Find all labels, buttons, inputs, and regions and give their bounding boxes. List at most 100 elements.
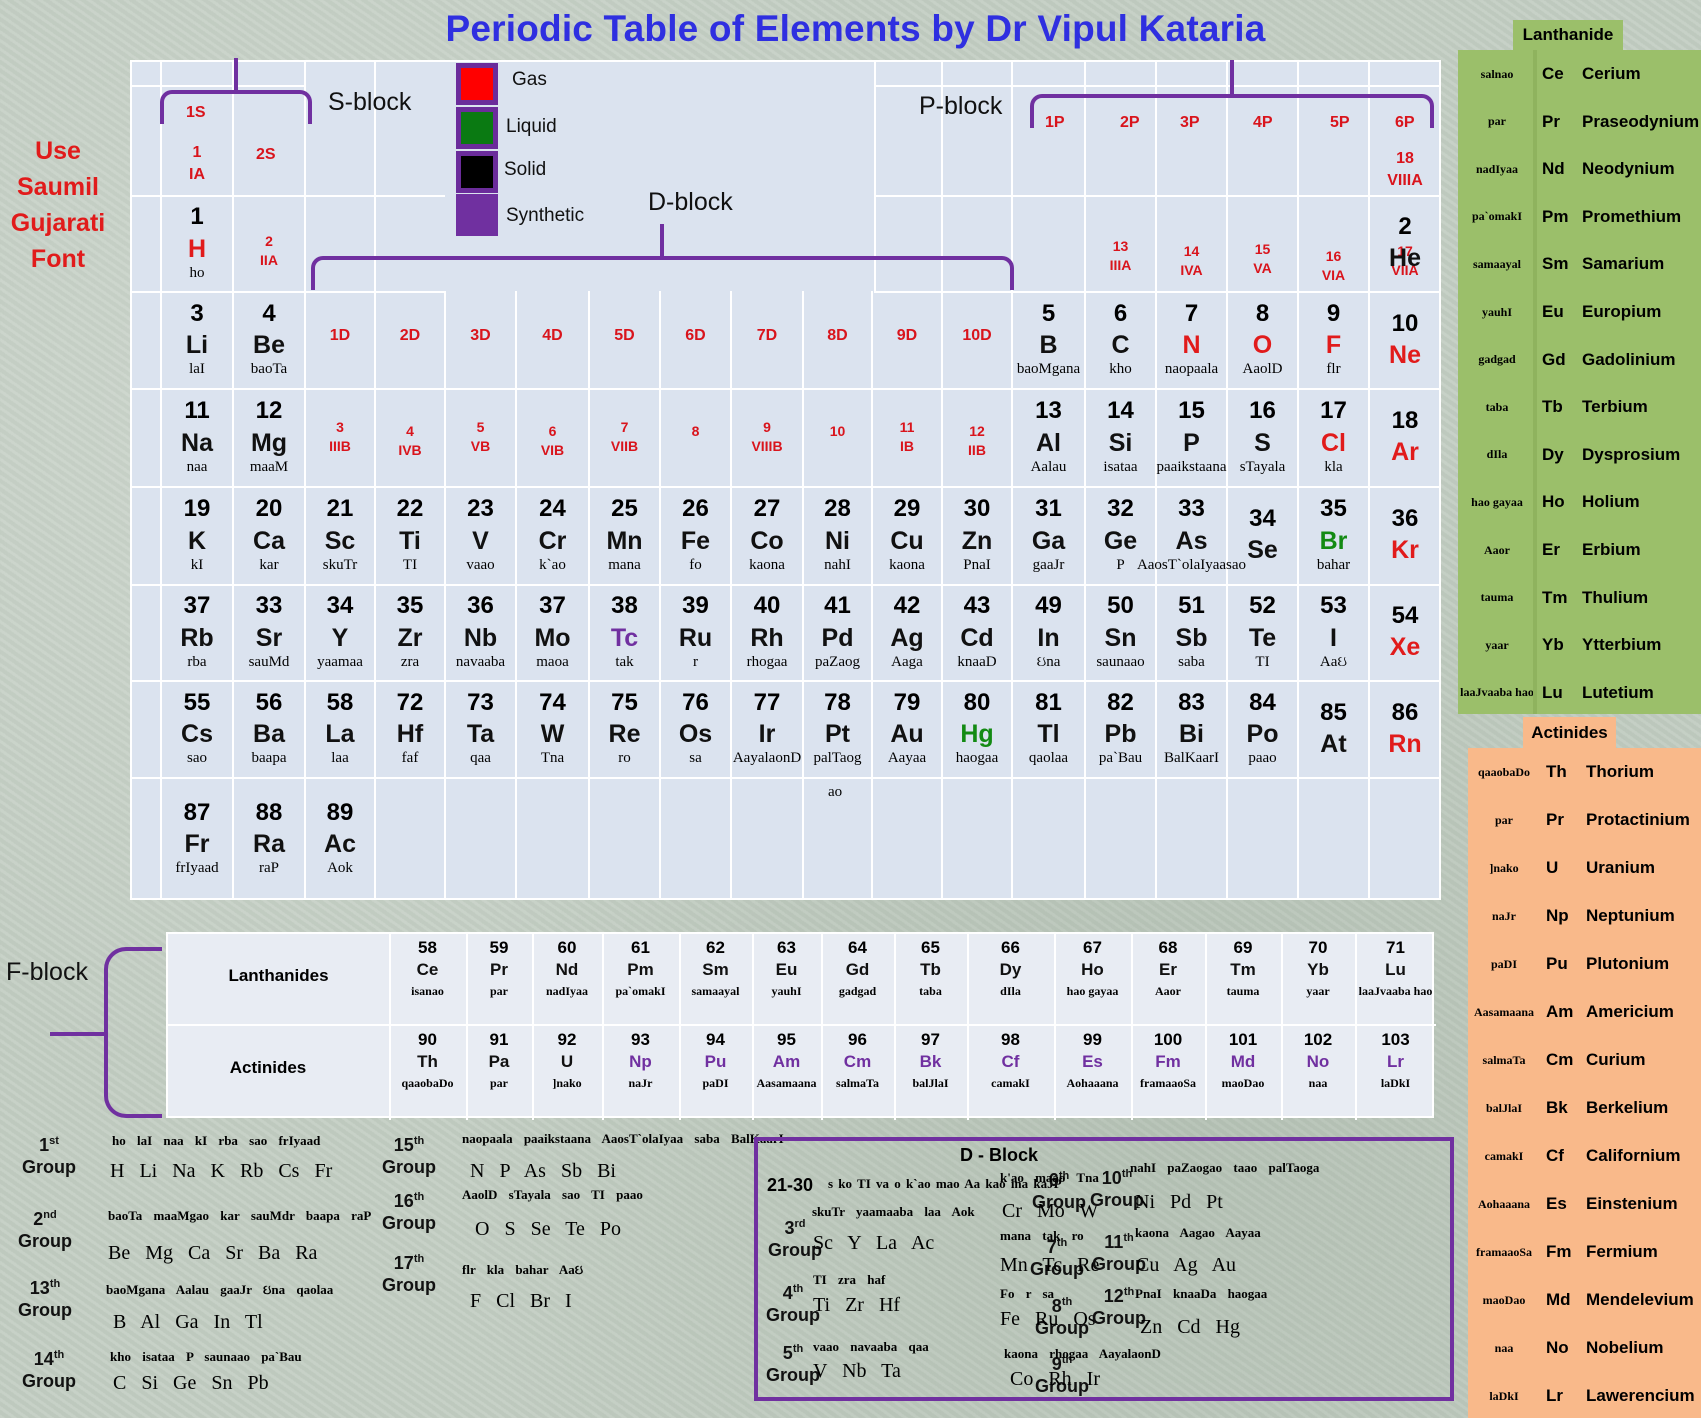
element-cell[interactable]: 87 Fr frIyaad	[161, 777, 233, 900]
element-cell[interactable]: 22 Ti TI	[375, 486, 445, 584]
element-cell[interactable]: 77 Ir AayalaonD	[731, 680, 803, 777]
f-element-cell[interactable]: 64 Gd gadgad	[821, 938, 894, 1024]
element-cell[interactable]: 39 Ru r	[660, 584, 731, 680]
element-cell[interactable]: 89 Ac Aok	[305, 777, 375, 900]
f-element-cell[interactable]: 94 Pu paDI	[679, 1030, 752, 1116]
f-element-cell[interactable]: 69 Tm tauma	[1205, 938, 1281, 1024]
element-cell[interactable]: 79 Au Aayaa	[872, 680, 942, 777]
f-element-cell[interactable]: 90 Th qaaobaDo	[389, 1030, 466, 1116]
f-element-cell[interactable]: 95 Am Aasamaana	[752, 1030, 821, 1116]
f-element-cell[interactable]: 99 Es Aohaaana	[1054, 1030, 1131, 1116]
element-cell[interactable]: 36 Nb navaaba	[445, 584, 516, 680]
element-cell[interactable]: 78 Pt palTaog	[803, 680, 872, 777]
f-element-cell[interactable]: 68 Er Aaor	[1131, 938, 1205, 1024]
element-cell[interactable]: 12 Mg maaM	[233, 388, 305, 486]
element-cell[interactable]: 49 In ઇna	[1012, 584, 1085, 680]
element-cell[interactable]: 32 Ge P	[1085, 486, 1156, 584]
element-cell[interactable]: 40 Rh rhogaa	[731, 584, 803, 680]
element-cell[interactable]: 3 Li laI	[161, 291, 233, 388]
element-cell[interactable]: 88 Ra raP	[233, 777, 305, 900]
element-cell[interactable]: 56 Ba baapa	[233, 680, 305, 777]
element-cell[interactable]: 31 Ga gaaJr	[1012, 486, 1085, 584]
element-cell[interactable]: 35 Zr zra	[375, 584, 445, 680]
element-cell[interactable]: 17 Cl kla	[1298, 388, 1369, 486]
f-element-cell[interactable]: 103 Lr laDkI	[1355, 1030, 1436, 1116]
element-cell[interactable]: 26 Fe fo	[660, 486, 731, 584]
element-cell[interactable]: 10 Ne	[1369, 291, 1441, 388]
element-cell[interactable]: 41 Pd paZaog	[803, 584, 872, 680]
element-cell[interactable]: 21 Sc skuTr	[305, 486, 375, 584]
element-cell[interactable]: 55 Cs sao	[161, 680, 233, 777]
element-cell[interactable]: 75 Re ro	[589, 680, 660, 777]
element-cell[interactable]: 82 Pb pa`Bau	[1085, 680, 1156, 777]
element-cell[interactable]: 33 Sr sauMd	[233, 584, 305, 680]
f-element-cell[interactable]: 91 Pa par	[466, 1030, 532, 1116]
element-cell[interactable]: 36 Kr	[1369, 486, 1441, 584]
f-element-cell[interactable]: 67 Ho hao gayaa	[1054, 938, 1131, 1024]
element-cell[interactable]: 37 Rb rba	[161, 584, 233, 680]
element-cell[interactable]: 54 Xe	[1369, 584, 1441, 680]
element-cell[interactable]: 72 Hf faf	[375, 680, 445, 777]
f-element-cell[interactable]: 101 Md maoDao	[1205, 1030, 1281, 1116]
f-element-cell[interactable]: 93 Np naJr	[602, 1030, 679, 1116]
element-cell[interactable]: 24 Cr k`ao	[516, 486, 589, 584]
element-cell[interactable]: 53 I Aaઇ	[1298, 584, 1369, 680]
element-cell[interactable]: 76 Os sa	[660, 680, 731, 777]
element-cell[interactable]: 14 Si isataa	[1085, 388, 1156, 486]
element-cell[interactable]: 42 Ag Aaga	[872, 584, 942, 680]
element-cell[interactable]: 13 Al Aalau	[1012, 388, 1085, 486]
element-cell[interactable]: 43 Cd knaaD	[942, 584, 1012, 680]
f-element-cell[interactable]: 71 Lu laaJvaaba hao	[1355, 938, 1436, 1024]
element-cell[interactable]: 34 Se	[1227, 486, 1298, 584]
element-cell[interactable]: 27 Co kaona	[731, 486, 803, 584]
element-cell[interactable]: 20 Ca kar	[233, 486, 305, 584]
f-element-cell[interactable]: 96 Cm salmaTa	[821, 1030, 894, 1116]
f-element-cell[interactable]: 60 Nd nadIyaa	[532, 938, 602, 1024]
f-element-cell[interactable]: 65 Tb taba	[894, 938, 967, 1024]
f-element-cell[interactable]: 97 Bk balJlaI	[894, 1030, 967, 1116]
element-cell[interactable]: 81 Tl qaolaa	[1012, 680, 1085, 777]
element-cell[interactable]: 28 Ni nahI	[803, 486, 872, 584]
f-element-cell[interactable]: 100 Fm framaaoSa	[1131, 1030, 1205, 1116]
element-cell[interactable]: 73 Ta qaa	[445, 680, 516, 777]
element-cell[interactable]: 11 Na naa	[161, 388, 233, 486]
f-element-cell[interactable]: 63 Eu yauhI	[752, 938, 821, 1024]
element-cell[interactable]: 52 Te TI	[1227, 584, 1298, 680]
f-element-cell[interactable]: 66 Dy dIla	[967, 938, 1054, 1024]
element-cell[interactable]: 25 Mn mana	[589, 486, 660, 584]
element-cell[interactable]: 86 Rn	[1369, 680, 1441, 777]
element-cell[interactable]: 50 Sn saunaao	[1085, 584, 1156, 680]
element-cell[interactable]: 74 W Tna	[516, 680, 589, 777]
f-element-cell[interactable]: 58 Ce isanao	[389, 938, 466, 1024]
f-element-cell[interactable]: 61 Pm pa`omakI	[602, 938, 679, 1024]
f-element-cell[interactable]: 62 Sm samaayal	[679, 938, 752, 1024]
element-cell[interactable]: 30 Zn PnaI	[942, 486, 1012, 584]
element-cell[interactable]: 18 Ar	[1369, 388, 1441, 486]
f-element-cell[interactable]: 102 No naa	[1281, 1030, 1355, 1116]
element-cell[interactable]: 51 Sb saba	[1156, 584, 1227, 680]
f-element-cell[interactable]: 70 Yb yaar	[1281, 938, 1355, 1024]
element-cell[interactable]: 58 La laa	[305, 680, 375, 777]
f-element-cell[interactable]: 98 Cf camakI	[967, 1030, 1054, 1116]
element-cell[interactable]: 37 Mo maoa	[516, 584, 589, 680]
element-cell[interactable]: 83 Bi BalKaarI	[1156, 680, 1227, 777]
element-cell[interactable]: 2 He	[1369, 195, 1441, 291]
element-cell[interactable]: 80 Hg haogaa	[942, 680, 1012, 777]
element-cell[interactable]: 85 At	[1298, 680, 1369, 777]
f-element-cell[interactable]: 92 U]nako	[532, 1030, 602, 1116]
element-cell[interactable]: 84 Po paao	[1227, 680, 1298, 777]
element-cell[interactable]: 8 O AaolD	[1227, 291, 1298, 388]
element-cell[interactable]: 38 Tc tak	[589, 584, 660, 680]
element-cell[interactable]: 29 Cu kaona	[872, 486, 942, 584]
element-cell[interactable]: 35 Br bahar	[1298, 486, 1369, 584]
